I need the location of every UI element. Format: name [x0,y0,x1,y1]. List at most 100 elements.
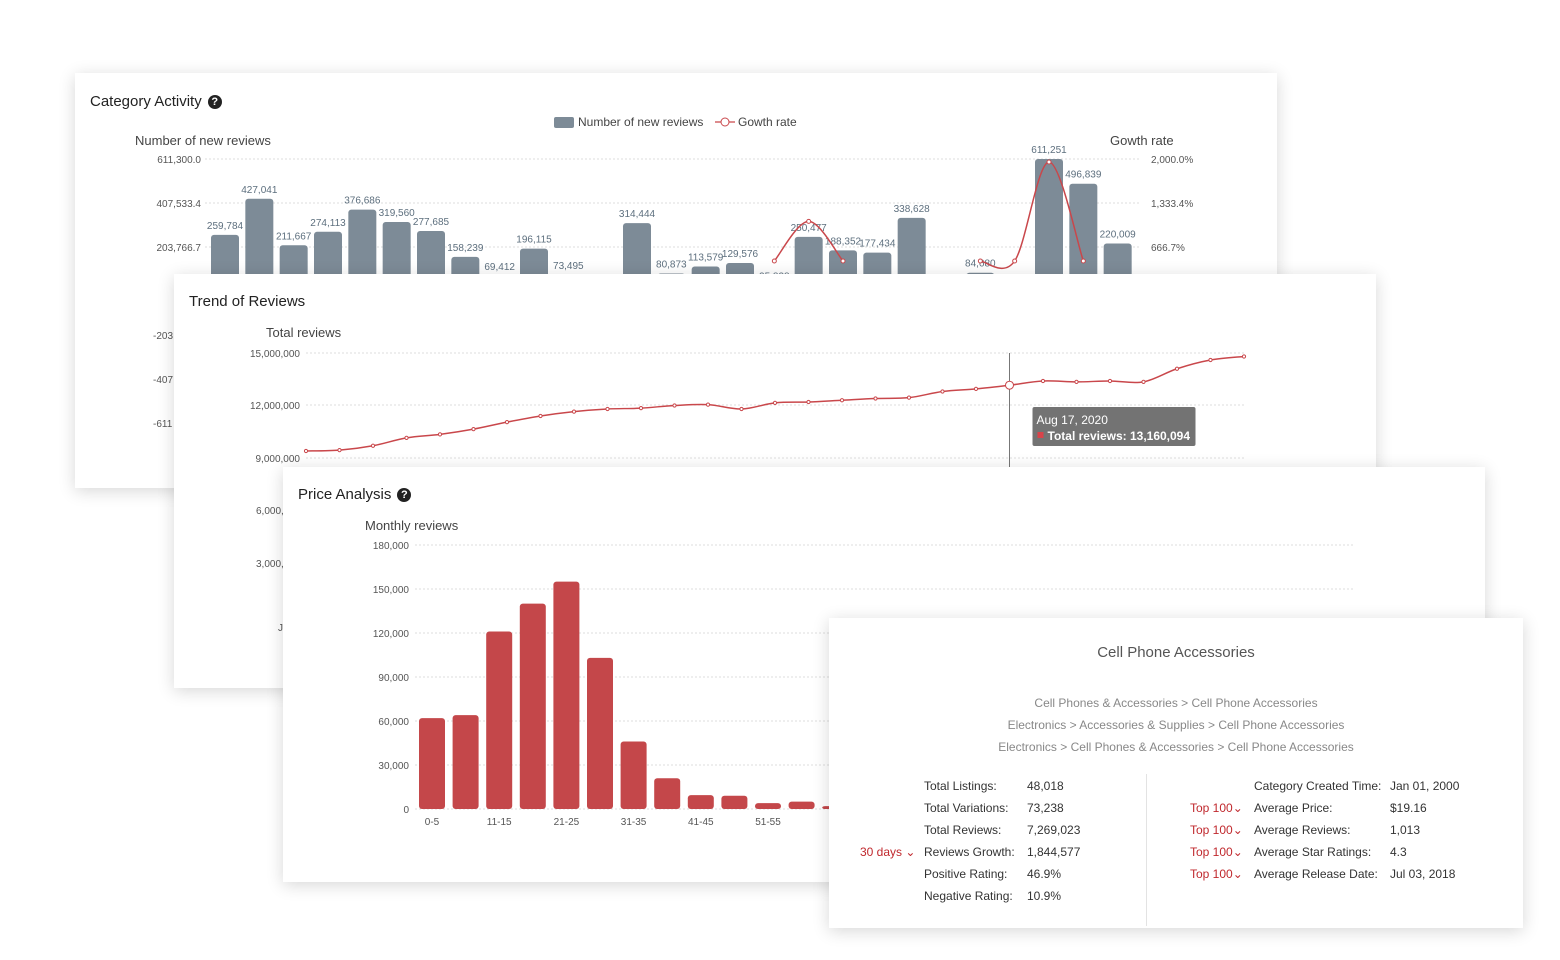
x-tick-label: 21-25 [554,817,580,828]
legend-swatch-bars [554,117,574,128]
bar [587,657,613,809]
range-dropdown[interactable]: Top 100⌄ [1190,867,1243,881]
y-axis-title-left: Number of new reviews [135,133,271,148]
stat-value: 7,269,023 [1027,823,1081,837]
category-name: Cell Phone Accessories [1097,644,1255,661]
line-point [1040,378,1046,384]
stat-label: Total Listings: [924,779,997,793]
bar-value-label: 274,113 [310,218,346,229]
bar [620,741,647,809]
line-point [404,435,409,440]
bar-value-label: 376,686 [344,196,381,207]
line-point [806,399,811,405]
y2-tick-label: 1,333.4% [1151,199,1193,210]
bar [486,631,513,809]
y-axis-title: Total reviews [266,325,342,340]
range-dropdown[interactable]: Top 100⌄ [1190,845,1243,859]
y-tick-label: 12,000,000 [250,401,300,412]
line-point [303,448,309,454]
y-tick-label: -407 [153,375,173,386]
line-point [772,400,778,405]
x-tick-label: 51-55 [755,817,781,828]
line-point [1074,379,1079,384]
stat-value: 48,018 [1027,779,1064,793]
y-tick-label: 180,000 [373,541,410,552]
bar-value-label: 113,579 [688,252,724,263]
category-path-link[interactable]: Cell Phones & Accessories > Cell Phone A… [1034,696,1318,710]
y-tick-label: 150,000 [373,585,410,596]
bar-value-label: 277,685 [413,217,450,228]
bar [245,198,274,295]
tooltip-value: Total reviews: 13,160,094 [1048,429,1191,443]
line-point [739,406,744,412]
x-tick-label: 31-35 [621,817,647,828]
stat-label: Positive Rating: [924,867,1008,881]
stat-value: 1,013 [1390,823,1421,837]
bar-value-label: 80,873 [656,260,687,271]
x-tick-label: 41-45 [688,817,714,828]
bar-value-label: 129,576 [722,249,759,260]
line-point [504,420,510,425]
bar-value-label: 319,560 [379,208,416,219]
line-point [538,413,543,419]
help-icon[interactable]: ? [397,488,412,502]
bar-value-label: 177,434 [859,239,896,250]
line-point [1174,366,1180,371]
bar-value-label: 496,839 [1065,170,1102,181]
stat-label: Reviews Growth: [924,845,1015,859]
category-paths: Cell Phones & Accessories > Cell Phone A… [829,692,1523,758]
y-tick-label: 6,000, [256,506,284,517]
legend-swatch-marker [720,117,730,127]
growth-point [840,258,846,264]
line-point [437,432,443,437]
bar-value-label: 211,667 [276,231,312,242]
help-icon[interactable]: ? [207,95,222,109]
range-dropdown[interactable]: Top 100⌄ [1190,801,1243,815]
bar [553,581,580,809]
bar-value-label: 84,680 [965,259,996,270]
range-dropdown[interactable]: Top 100⌄ [1190,823,1243,837]
line-point [873,396,878,401]
y2-tick-label: 666.7% [1151,243,1185,254]
y-tick-label: 407,533.4 [157,199,202,210]
line-point [1241,354,1247,359]
y-tick-label: 0 [403,805,409,816]
line-point [1141,379,1146,384]
bar [687,795,714,809]
bar-value-label: 69,412 [484,262,515,273]
stat-label: Total Reviews: [924,823,1002,837]
stat-value: $19.16 [1390,801,1427,815]
stat-label: Negative Rating: [924,889,1013,903]
y2-tick-label: 2,000.0% [1151,155,1193,166]
x-tick-label: 11-15 [487,817,512,828]
growth-line [980,161,1085,269]
category-path-link[interactable]: Electronics > Accessories & Supplies > C… [1007,718,1345,732]
bar-value-label: 158,239 [447,243,484,254]
line-point [705,402,711,407]
stat-label: Average Reviews: [1254,823,1351,837]
tooltip-box [1032,407,1196,446]
stat-value: 46.9% [1027,867,1062,881]
bar-value-label: 611,251 [1031,145,1067,156]
bar [755,803,781,809]
category-activity-title: Category Activity? [90,93,222,110]
y-axis-title: Monthly reviews [365,518,459,533]
line-point [940,389,945,394]
bar [1069,183,1098,295]
tooltip-swatch [1037,432,1044,438]
growth-point [1046,159,1052,165]
category-path-link[interactable]: Electronics > Cell Phones & Accessories … [998,740,1354,754]
bar [788,801,815,809]
bar-value-label: 314,444 [619,209,656,220]
bar [654,778,681,809]
stat-value: 10.9% [1027,889,1062,903]
y-tick-label: 15,000,000 [250,349,300,360]
y-tick-label: 90,000 [378,673,409,684]
stat-label: Average Star Ratings: [1254,845,1372,859]
price-analysis-title: Price Analysis? [298,486,412,503]
y-tick-label: 120,000 [373,629,410,640]
tooltip: Aug 17, 2020 Total reviews: 13,160,094 [1032,407,1196,446]
stat-label: Total Variations: [924,801,1009,815]
stat-value: 4.3 [1390,845,1407,859]
range-dropdown[interactable]: 30 days ⌄ [860,845,916,859]
